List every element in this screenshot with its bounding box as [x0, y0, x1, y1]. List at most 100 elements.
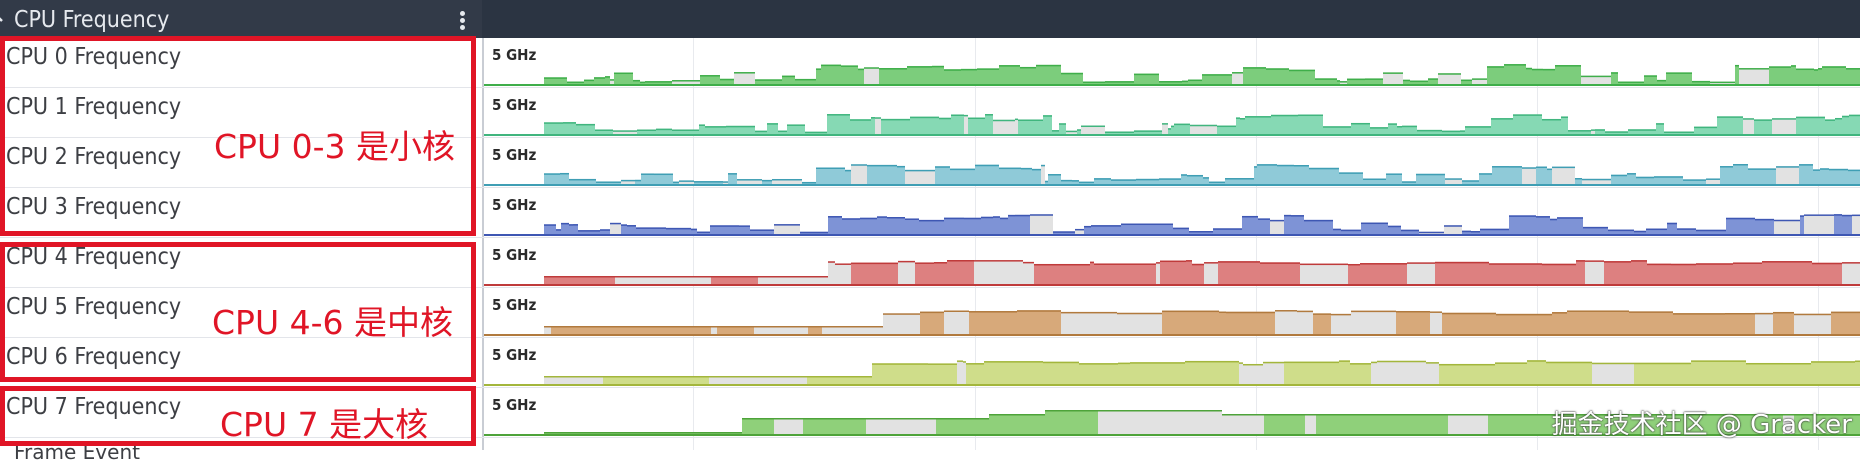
freq-segment [1061, 72, 1083, 84]
freq-outline [697, 231, 710, 234]
freq-outline [787, 124, 805, 126]
track-cpu7[interactable]: 5 GHz [484, 388, 1860, 438]
freq-outline [1222, 414, 1264, 416]
freq-segment [850, 119, 871, 134]
freq-segment [641, 173, 654, 184]
freq-outline [1297, 310, 1313, 313]
freq-segment [1275, 310, 1297, 334]
freq-segment [1339, 360, 1350, 384]
freq-segment [993, 216, 1000, 234]
freq-segment [1608, 229, 1634, 234]
freq-outline [1266, 68, 1289, 70]
freq-segment [1156, 262, 1160, 284]
track-cpu0[interactable]: 5 GHz [484, 38, 1860, 88]
freq-segment [875, 117, 881, 134]
freq-segment [1185, 360, 1239, 384]
chevron-collapse-icon[interactable] [0, 6, 16, 30]
freq-outline [774, 418, 803, 420]
freq-outline [1634, 362, 1691, 365]
track-cpu1[interactable]: 5 GHz [484, 88, 1860, 138]
freq-segment [1439, 363, 1495, 384]
freq-outline [1439, 363, 1495, 366]
freq-segment [1480, 228, 1509, 234]
freq-outline [1489, 263, 1542, 265]
freq-outline [944, 217, 964, 220]
freq-outline [648, 432, 688, 434]
freq-outline [694, 181, 723, 183]
freq-segment [1567, 310, 1629, 334]
freq-outline [1402, 181, 1416, 183]
freq-outline [1550, 218, 1557, 221]
track-cpu2[interactable]: 5 GHz [484, 138, 1860, 188]
freq-segment [1479, 173, 1492, 184]
freq-outline [1136, 178, 1159, 181]
freq-segment [1048, 174, 1061, 184]
freq-outline [569, 224, 573, 226]
freq-outline [1351, 310, 1396, 313]
freq-outline [1462, 230, 1471, 233]
freq-outline [1499, 414, 1504, 416]
freq-outline [1402, 125, 1417, 128]
track-cpu5[interactable]: 5 GHz [484, 288, 1860, 338]
freq-outline [845, 169, 851, 172]
panel-divider[interactable] [482, 38, 484, 450]
track-row-cpu5[interactable]: CPU 5 Frequency 5 GHz [0, 288, 1860, 338]
freq-segment [944, 310, 969, 334]
freq-outline [1339, 172, 1363, 174]
freq-segment [1130, 362, 1185, 384]
track-row-cpu4[interactable]: CPU 4 Frequency 5 GHz [0, 238, 1860, 288]
track-row-cpu2[interactable]: CPU 2 Frequency 5 GHz [0, 138, 1860, 188]
freq-outline [613, 326, 659, 328]
freq-outline [1583, 226, 1608, 229]
freq-segment [1245, 116, 1271, 134]
track-row-cpu7[interactable]: CPU 7 Frequency 5 GHz [0, 388, 1860, 438]
freq-outline [1298, 114, 1323, 117]
freq-chart [484, 114, 1860, 136]
freq-segment [957, 360, 963, 384]
freq-outline [1245, 116, 1271, 118]
freq-outline [1021, 167, 1032, 170]
freq-outline [1315, 78, 1337, 80]
track-row-cpu6[interactable]: CPU 6 Frequency 5 GHz [0, 338, 1860, 388]
freq-segment [544, 376, 603, 384]
freq-outline [700, 75, 720, 77]
freq-segment [1059, 123, 1066, 134]
freq-outline [1536, 166, 1547, 169]
freq-outline [645, 81, 672, 83]
freq-segment [795, 78, 816, 84]
freq-outline [1239, 362, 1243, 364]
track-cpu6[interactable]: 5 GHz [484, 338, 1860, 388]
freq-segment [569, 178, 596, 184]
freq-segment [993, 119, 1015, 134]
track-row-cpu3[interactable]: CPU 3 Frequency 5 GHz [0, 188, 1860, 238]
freq-segment [1818, 68, 1822, 84]
freq-outline [1289, 69, 1315, 72]
freq-outline [1849, 114, 1860, 117]
freq-outline [850, 119, 871, 121]
freq-outline [1416, 173, 1445, 176]
freq-outline [1130, 362, 1185, 364]
freq-segment [1264, 414, 1305, 434]
freq-outline [1592, 414, 1638, 416]
freq-outline [600, 229, 610, 231]
track-row-cpu0[interactable]: CPU 0 Frequency 5 GHz [0, 38, 1860, 88]
track-group-header[interactable]: CPU Frequency [0, 0, 1860, 38]
freq-outline [636, 227, 666, 229]
freq-outline [1555, 65, 1581, 67]
freq-segment [1522, 167, 1536, 184]
freq-segment [1341, 229, 1361, 234]
freq-outline [1772, 118, 1796, 120]
track-cpu3[interactable]: 5 GHz [484, 188, 1860, 238]
freq-segment [1706, 178, 1720, 184]
freq-segment [1388, 123, 1397, 134]
freq-segment [841, 65, 858, 84]
track-row-cpu1[interactable]: CPU 1 Frequency 5 GHz [0, 88, 1860, 138]
freq-segment [560, 172, 569, 184]
freq-outline [1743, 118, 1754, 120]
freq-segment [1270, 219, 1284, 234]
freq-outline [1800, 215, 1804, 217]
kebab-icon[interactable] [455, 9, 469, 33]
track-cpu4[interactable]: 5 GHz [484, 238, 1860, 288]
freq-segment [1305, 414, 1316, 434]
freq-outline [907, 66, 932, 68]
